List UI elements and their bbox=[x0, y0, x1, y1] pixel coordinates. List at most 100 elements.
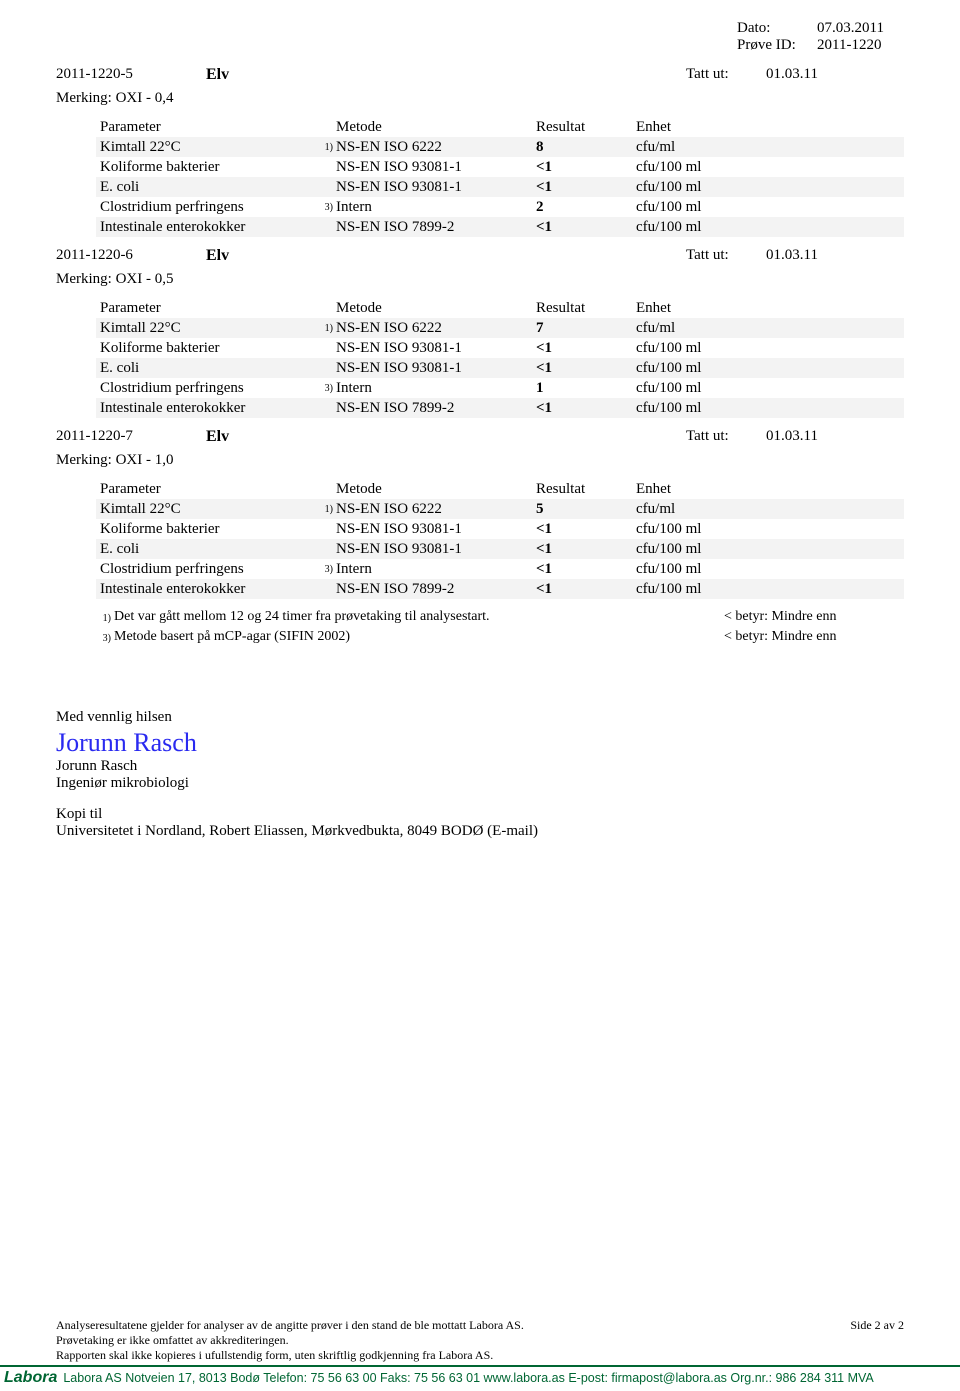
cell-parameter: Intestinale enterokokker bbox=[96, 398, 316, 418]
col-resultat: Resultat bbox=[536, 298, 636, 318]
sample-id: 2011-1220-5 bbox=[56, 66, 206, 84]
col-enhet: Enhet bbox=[636, 117, 904, 137]
parameter-table: ParameterMetodeResultatEnhetKimtall 22°C… bbox=[96, 479, 904, 599]
col-enhet: Enhet bbox=[636, 479, 904, 499]
cell-note bbox=[316, 358, 336, 378]
cell-parameter: Kimtall 22°C bbox=[96, 137, 316, 157]
table-row: Kimtall 22°C1)NS-EN ISO 62228cfu/ml bbox=[96, 137, 904, 157]
cell-resultat: <1 bbox=[536, 338, 636, 358]
sample-header: 2011-1220-5ElvTatt ut:01.03.11 bbox=[56, 66, 904, 84]
tatt-ut-date: 01.03.11 bbox=[766, 428, 818, 446]
cell-resultat: <1 bbox=[536, 539, 636, 559]
cell-parameter: Koliforme bakterier bbox=[96, 157, 316, 177]
merking: Merking: OXI - 1,0 bbox=[56, 452, 904, 469]
cell-note bbox=[316, 519, 336, 539]
kopi-text: Universitetet i Nordland, Robert Eliasse… bbox=[56, 823, 904, 840]
table-row: Clostridium perfringens3)Intern1cfu/100 … bbox=[96, 378, 904, 398]
col-resultat: Resultat bbox=[536, 117, 636, 137]
col-metode: Metode bbox=[336, 117, 536, 137]
disclaimer-line-2: Prøvetaking er ikke omfattet av akkredit… bbox=[56, 1333, 904, 1348]
cell-resultat: 1 bbox=[536, 378, 636, 398]
cell-parameter: Intestinale enterokokker bbox=[96, 579, 316, 599]
footnote-right: < betyr: Mindre enn bbox=[724, 629, 904, 649]
cell-parameter: E. coli bbox=[96, 177, 316, 197]
cell-resultat: 5 bbox=[536, 499, 636, 519]
cell-resultat: <1 bbox=[536, 579, 636, 599]
parameter-table: ParameterMetodeResultatEnhetKimtall 22°C… bbox=[96, 298, 904, 418]
cell-enhet: cfu/100 ml bbox=[636, 358, 904, 378]
tatt-ut-label: Tatt ut: bbox=[686, 428, 766, 446]
cell-metode: NS-EN ISO 7899-2 bbox=[336, 579, 536, 599]
cell-enhet: cfu/100 ml bbox=[636, 177, 904, 197]
merking: Merking: OXI - 0,4 bbox=[56, 90, 904, 107]
cell-enhet: cfu/100 ml bbox=[636, 539, 904, 559]
table-row: Koliforme bakterierNS-EN ISO 93081-1<1cf… bbox=[96, 338, 904, 358]
cell-parameter: E. coli bbox=[96, 358, 316, 378]
col-metode: Metode bbox=[336, 479, 536, 499]
table-row: Intestinale enterokokkerNS-EN ISO 7899-2… bbox=[96, 217, 904, 237]
cell-metode: Intern bbox=[336, 378, 536, 398]
page-number: Side 2 av 2 bbox=[850, 1318, 904, 1333]
table-row: Kimtall 22°C1)NS-EN ISO 62225cfu/ml bbox=[96, 499, 904, 519]
disclaimer-line-1: Analyseresultatene gjelder for analyser … bbox=[56, 1318, 850, 1333]
cell-resultat: <1 bbox=[536, 217, 636, 237]
prove-id-label: Prøve ID: bbox=[737, 37, 817, 54]
table-header-row: ParameterMetodeResultatEnhet bbox=[96, 117, 904, 137]
sample-type: Elv bbox=[206, 428, 686, 446]
cell-resultat: <1 bbox=[536, 398, 636, 418]
cell-metode: Intern bbox=[336, 197, 536, 217]
closing-block: Med vennlig hilsen Jorunn Rasch Jorunn R… bbox=[56, 709, 904, 840]
kopi-label: Kopi til bbox=[56, 806, 904, 823]
cell-resultat: <1 bbox=[536, 177, 636, 197]
cell-enhet: cfu/100 ml bbox=[636, 197, 904, 217]
parameter-table: ParameterMetodeResultatEnhetKimtall 22°C… bbox=[96, 117, 904, 237]
cell-enhet: cfu/100 ml bbox=[636, 559, 904, 579]
cell-enhet: cfu/100 ml bbox=[636, 217, 904, 237]
signer-title: Ingeniør mikrobiologi bbox=[56, 775, 904, 792]
col-parameter: Parameter bbox=[96, 298, 316, 318]
cell-note bbox=[316, 539, 336, 559]
company-logo: Labora bbox=[4, 1369, 57, 1387]
table-row: Koliforme bakterierNS-EN ISO 93081-1<1cf… bbox=[96, 519, 904, 539]
col-parameter: Parameter bbox=[96, 479, 316, 499]
cell-resultat: <1 bbox=[536, 157, 636, 177]
cell-note bbox=[316, 217, 336, 237]
prove-id-value: 2011-1220 bbox=[817, 37, 881, 54]
table-row: E. coliNS-EN ISO 93081-1<1cfu/100 ml bbox=[96, 539, 904, 559]
greeting: Med vennlig hilsen bbox=[56, 709, 904, 726]
cell-metode: Intern bbox=[336, 559, 536, 579]
cell-resultat: <1 bbox=[536, 358, 636, 378]
cell-enhet: cfu/100 ml bbox=[636, 157, 904, 177]
cell-note: 1) bbox=[316, 318, 336, 338]
cell-enhet: cfu/100 ml bbox=[636, 378, 904, 398]
cell-parameter: Kimtall 22°C bbox=[96, 499, 316, 519]
cell-resultat: <1 bbox=[536, 559, 636, 579]
cell-enhet: cfu/100 ml bbox=[636, 398, 904, 418]
cell-resultat: 8 bbox=[536, 137, 636, 157]
cell-note bbox=[316, 177, 336, 197]
cell-metode: NS-EN ISO 6222 bbox=[336, 318, 536, 338]
table-row: Koliforme bakterier NS-EN ISO 93081-1<1cf… bbox=[96, 157, 904, 177]
cell-metode: NS-EN ISO 93081-1 bbox=[336, 519, 536, 539]
dato-value: 07.03.2011 bbox=[817, 20, 884, 37]
col-metode: Metode bbox=[336, 298, 536, 318]
footnote-number: 3) bbox=[96, 629, 114, 649]
table-row: E. coliNS-EN ISO 93081-1<1cfu/100 ml bbox=[96, 177, 904, 197]
table-row: Clostridium perfringens3)Intern2cfu/100 … bbox=[96, 197, 904, 217]
cell-note: 1) bbox=[316, 137, 336, 157]
table-row: Intestinale enterokokker NS-EN ISO 7899-2… bbox=[96, 579, 904, 599]
cell-note bbox=[316, 338, 336, 358]
table-row: Intestinale enterokokkerNS-EN ISO 7899-2… bbox=[96, 398, 904, 418]
col-resultat: Resultat bbox=[536, 479, 636, 499]
cell-note bbox=[316, 398, 336, 418]
cell-parameter: Clostridium perfringens bbox=[96, 559, 316, 579]
footnote-right: < betyr: Mindre enn bbox=[724, 609, 904, 629]
cell-metode: NS-EN ISO 93081-1 bbox=[336, 157, 536, 177]
cell-note: 1) bbox=[316, 499, 336, 519]
cell-enhet: cfu/100 ml bbox=[636, 579, 904, 599]
col-enhet: Enhet bbox=[636, 298, 904, 318]
footnote-text: Metode basert på mCP-agar (SIFIN 2002) bbox=[114, 629, 724, 649]
cell-note bbox=[316, 579, 336, 599]
footnote-number: 1) bbox=[96, 609, 114, 629]
dato-label: Dato: bbox=[737, 20, 817, 37]
